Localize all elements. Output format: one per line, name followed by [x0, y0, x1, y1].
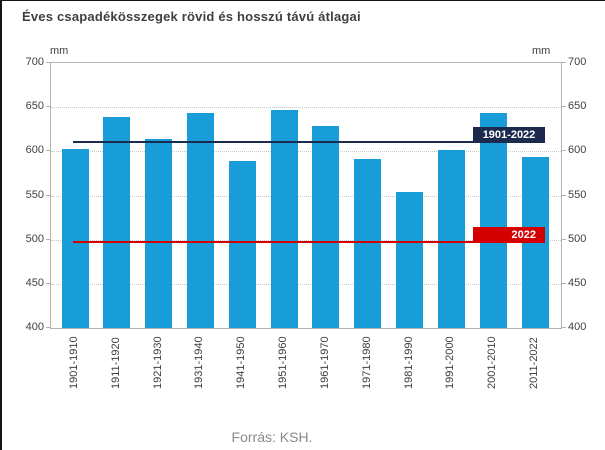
y-axis-tick-label-left-500: 500: [25, 232, 44, 245]
plot-area: 1901-2022 2022: [50, 62, 562, 329]
y-axis-tickmark: [562, 327, 566, 328]
source-caption: Forrás: KSH.: [231, 429, 313, 445]
x-axis-label-1961-1970: 1961-1970: [318, 336, 331, 389]
x-axis-label-1941-1950: 1941-1950: [235, 336, 248, 389]
precipitation-bar-1971-1980: [354, 159, 382, 328]
gridline-450: [51, 283, 561, 285]
precipitation-bar-1911-1920: [103, 116, 131, 328]
y-axis-tick-label-left-650: 650: [25, 100, 44, 113]
y-axis-tick-label-right-600: 600: [568, 144, 587, 157]
chart-title: Éves csapadékösszegek rövid és hosszú tá…: [22, 9, 361, 24]
y-axis-tick-label-left-600: 600: [25, 144, 44, 157]
reference-label-2022: 2022: [473, 227, 545, 244]
y-axis-tickmark: [562, 106, 566, 108]
precipitation-bar-1961-1970: [312, 125, 340, 328]
y-axis-tickmark: [562, 62, 566, 63]
y-axis-tick-label-left-400: 400: [25, 321, 44, 333]
x-axis-label-1931-1940: 1931-1940: [193, 336, 206, 389]
reference-line-2022: [73, 241, 537, 244]
y-axis-tickmark: [46, 106, 50, 108]
y-axis-tick-label-right-400: 400: [568, 321, 587, 333]
y-axis-tickmark: [46, 327, 50, 328]
y-axis-tickmark: [46, 62, 50, 63]
precipitation-bar-1921-1930: [145, 138, 173, 328]
x-axis-label-1971-1980: 1971-1980: [360, 336, 373, 389]
y-axis-unit-left: mm: [50, 45, 69, 57]
precipitation-bar-1931-1940: [186, 113, 214, 328]
x-axis-label-2011-2022: 2011-2022: [528, 337, 540, 389]
y-axis-tickmark: [562, 150, 566, 152]
reference-label-1901-2022: 1901-2022: [473, 126, 545, 143]
y-axis-tick-label-left-700: 700: [25, 56, 44, 68]
precipitation-bar-1951-1960: [270, 109, 298, 328]
reference-line-1901-2022: [73, 140, 537, 143]
y-axis-tick-label-right-700: 700: [568, 56, 587, 68]
gridline-550: [51, 195, 561, 197]
y-axis-unit-right: mm: [532, 45, 551, 57]
gridline-500: [51, 239, 561, 241]
y-axis-tickmark: [46, 238, 50, 240]
precipitation-bar-1941-1950: [228, 161, 256, 328]
y-axis-tick-label-left-450: 450: [25, 276, 44, 289]
y-axis-tickmark: [46, 194, 50, 196]
x-axis-label-1981-1990: 1981-1990: [402, 336, 415, 389]
y-axis-tickmark: [46, 150, 50, 152]
y-axis-tickmark: [562, 282, 566, 284]
y-axis-tick-label-right-650: 650: [568, 100, 587, 113]
x-axis-label-1911-1920: 1911-1920: [109, 337, 122, 389]
y-axis-tickmark: [46, 282, 50, 284]
precipitation-bar-2001-2010: [479, 113, 507, 328]
x-axis-label-1921-1930: 1921-1930: [151, 336, 164, 389]
x-axis-label-1901-1910: 1901-1910: [68, 336, 80, 389]
y-axis-tickmark: [562, 238, 566, 240]
precipitation-bar-1991-2000: [437, 150, 465, 328]
y-axis-tick-label-right-450: 450: [568, 276, 587, 289]
y-axis-tick-label-right-550: 550: [568, 188, 587, 201]
gridline-650: [51, 107, 561, 109]
x-axis-label-2001-2010: 2001-2010: [486, 336, 499, 389]
y-axis-tick-label-right-500: 500: [568, 232, 587, 245]
x-axis-label-1991-2000: 1991-2000: [444, 336, 457, 389]
y-axis-tickmark: [562, 194, 566, 196]
precipitation-bar-1981-1990: [396, 191, 424, 328]
y-axis-tick-label-left-550: 550: [25, 188, 44, 201]
precipitation-bar-1901-1910: [61, 148, 89, 328]
gridline-600: [51, 151, 561, 153]
x-axis-label-1951-1960: 1951-1960: [277, 336, 290, 389]
